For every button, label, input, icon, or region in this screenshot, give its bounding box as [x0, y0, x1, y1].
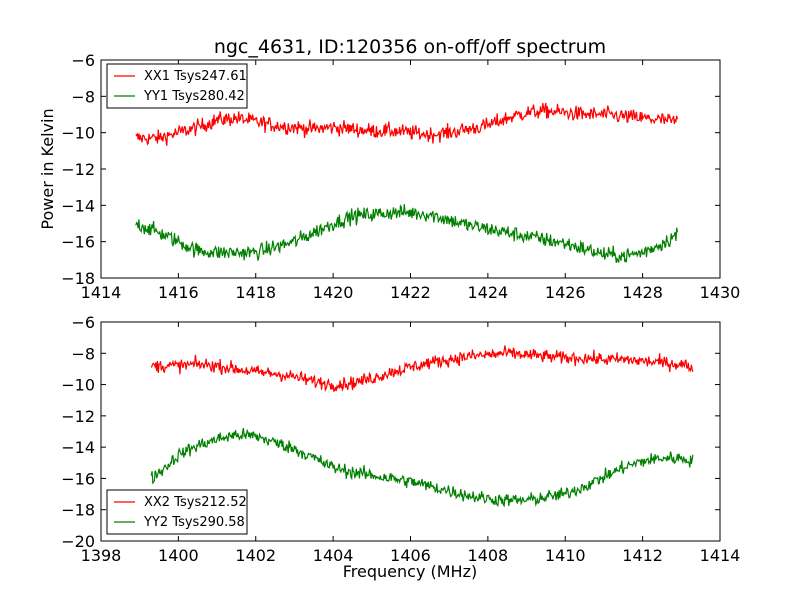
y-tick-label: −6 — [71, 313, 95, 332]
x-tick-label: 1398 — [81, 546, 122, 565]
x-tick-label: 1400 — [158, 546, 199, 565]
bottom-legend: XX2 Tsys212.52 YY2 Tsys290.58 — [106, 489, 248, 535]
x-tick-label: 1422 — [390, 283, 431, 302]
legend-box — [106, 489, 248, 535]
legend-label-xx2: XX2 Tsys212.52 — [144, 495, 247, 510]
series-line-yy1 — [135, 204, 679, 264]
y-tick-label: −12 — [61, 160, 95, 179]
x-tick-label: 1418 — [235, 283, 276, 302]
chart-title: ngc_4631, ID:120356 on-off/off spectrum — [214, 36, 606, 58]
x-tick-label: 1424 — [468, 283, 509, 302]
bottom-ticks: 1398 1400 1402 1404 1406 1408 1410 1412 1414 −20 −… — [61, 313, 740, 565]
x-tick-label: 1430 — [700, 283, 741, 302]
x-tick-label: 1410 — [545, 546, 586, 565]
y-tick-label: −10 — [61, 376, 95, 395]
top-panel: ngc_4631, ID:120356 on-off/off spectrum … — [38, 36, 740, 302]
top-legend: XX1 Tsys247.61 YY1 Tsys280.42 — [106, 63, 248, 109]
y-tick-label: −12 — [61, 407, 95, 426]
x-tick-label: 1406 — [390, 546, 431, 565]
x-tick-label: 1426 — [545, 283, 586, 302]
top-ticks: 1414 1416 1418 1420 1422 1424 1426 1428 1430 −18 −… — [61, 51, 740, 302]
x-tick-label: 1402 — [235, 546, 276, 565]
series-line-yy2 — [150, 427, 694, 508]
legend-label-xx1: XX1 Tsys247.61 — [144, 69, 247, 84]
y-tick-label: −16 — [61, 233, 95, 252]
x-tick-label: 1416 — [158, 283, 199, 302]
y-tick-label: −10 — [61, 124, 95, 143]
y-tick-label: −16 — [61, 469, 95, 488]
x-axis-label: Frequency (MHz) — [343, 562, 477, 581]
legend-box — [106, 63, 248, 109]
y-tick-label: −14 — [61, 438, 95, 457]
y-tick-label: −14 — [61, 196, 95, 215]
x-tick-label: 1428 — [622, 283, 663, 302]
series-line-xx1 — [135, 102, 679, 146]
x-tick-label: 1404 — [313, 546, 354, 565]
x-tick-label: 1414 — [81, 283, 122, 302]
y-tick-label: −18 — [61, 269, 95, 288]
y-tick-label: −6 — [71, 51, 95, 70]
bottom-panel: Frequency (MHz) 1398 1400 1402 1404 1406 1408… — [61, 313, 740, 581]
y-axis-label: Power in Kelvin — [38, 108, 57, 229]
x-tick-label: 1420 — [313, 283, 354, 302]
y-tick-label: −18 — [61, 501, 95, 520]
legend-label-yy2: YY2 Tsys290.58 — [143, 515, 245, 530]
x-tick-label: 1414 — [700, 546, 741, 565]
x-tick-label: 1408 — [468, 546, 509, 565]
x-tick-label: 1412 — [622, 546, 663, 565]
y-tick-label: −8 — [71, 87, 95, 106]
y-tick-label: −20 — [61, 532, 95, 551]
y-tick-label: −8 — [71, 344, 95, 363]
legend-label-yy1: YY1 Tsys280.42 — [143, 89, 245, 104]
series-line-xx2 — [150, 345, 694, 393]
